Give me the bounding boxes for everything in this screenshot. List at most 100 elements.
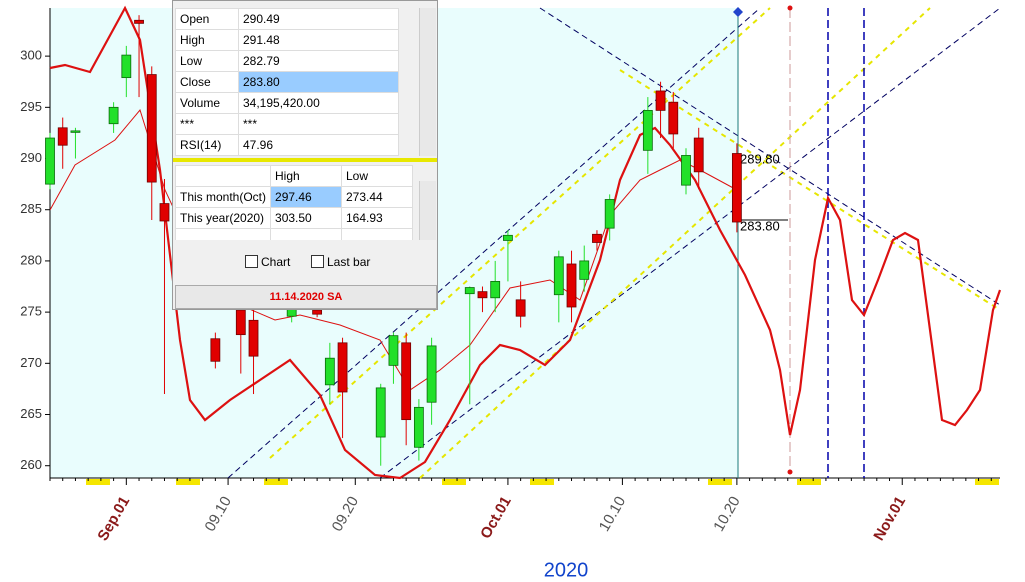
- y-tick-label: 290: [20, 150, 42, 165]
- y-tick-label: 300: [20, 48, 42, 63]
- candle-body: [337, 342, 348, 393]
- candle-body: [45, 137, 55, 185]
- plot-bg-future: [738, 8, 1000, 478]
- cell: ***: [238, 113, 399, 135]
- values-table: Open 290.49 High 291.48 Low 282.79 Close 283.80…: [175, 8, 419, 156]
- candle-body: [490, 280, 501, 299]
- header-cell: High: [270, 165, 342, 187]
- candle-body: [668, 101, 679, 135]
- candle-body: [70, 130, 81, 133]
- row: Low 282.79: [175, 50, 399, 72]
- data-window: Open 290.49 High 291.48 Low 282.79 Close 283.80…: [172, 0, 438, 310]
- annotation: 289.80: [740, 151, 780, 166]
- scrollbar[interactable]: [419, 8, 436, 156]
- date-label: 11.14.2020 SA: [175, 285, 437, 309]
- y-tick-label: 265: [20, 406, 42, 421]
- scrollbar[interactable]: [419, 181, 436, 240]
- candle-body: [57, 127, 68, 146]
- candle-body: [235, 309, 246, 336]
- cell: 297.46: [270, 186, 342, 208]
- x-tick-label: Sep.01: [94, 493, 133, 543]
- x-tick-label: 10.10: [596, 493, 629, 534]
- cell: [175, 165, 272, 187]
- candle-body: [108, 106, 119, 125]
- candle-body: [515, 299, 526, 317]
- marker: [787, 5, 793, 11]
- y-tick-label: 295: [20, 99, 42, 114]
- candle-body: [388, 335, 399, 366]
- candle-body: [464, 287, 475, 295]
- row: [175, 228, 413, 240]
- cell: 303.50: [270, 207, 342, 229]
- trend-lines: [227, 7, 1001, 479]
- row: This month(Oct) 297.46 273.44: [175, 186, 413, 208]
- y-tick-label: 285: [20, 201, 42, 216]
- y-tick-label: 270: [20, 355, 42, 370]
- cell: 290.49: [238, 8, 399, 30]
- y-tick-label: 275: [20, 304, 42, 319]
- x-tick-label: Oct.01: [477, 493, 515, 541]
- candle-body: [426, 345, 437, 403]
- candle-body: [210, 338, 221, 362]
- header-cell: Low: [341, 165, 413, 187]
- candle-body: [477, 291, 488, 299]
- candle-body: [159, 203, 170, 222]
- cell: 34,195,420.00: [238, 92, 399, 114]
- cell: 291.48: [238, 29, 399, 51]
- candle-body: [553, 256, 564, 296]
- cell: This year(2020): [175, 207, 272, 229]
- candle-body: [592, 233, 602, 243]
- cell: [341, 228, 413, 240]
- weekend-markers: [86, 479, 999, 485]
- x-tick-label: 10.20: [710, 493, 743, 534]
- row: High 291.48: [175, 29, 399, 51]
- candle-body: [579, 260, 590, 280]
- candle-body: [375, 387, 386, 438]
- candle-body: [401, 342, 412, 421]
- candle-body: [655, 90, 666, 111]
- cell: 47.96: [238, 134, 399, 156]
- marker: [787, 469, 793, 475]
- cell: Low: [175, 50, 239, 72]
- cell: High: [175, 29, 239, 51]
- candle-body: [248, 319, 259, 357]
- cell: 164.93: [341, 207, 413, 229]
- x-tick-label: 09.10: [201, 493, 234, 534]
- y-tick-label: 260: [20, 457, 42, 472]
- candle-body: [731, 153, 742, 223]
- candle-body: [134, 19, 144, 24]
- row: *** ***: [175, 113, 399, 135]
- candle-body: [413, 406, 424, 448]
- candle-body: [146, 74, 157, 183]
- cell: Volume: [175, 92, 239, 114]
- cell: 282.79: [238, 50, 399, 72]
- header-row: High Low: [175, 165, 413, 187]
- cell: This month(Oct): [175, 186, 272, 208]
- cell: 273.44: [341, 186, 413, 208]
- checkbox[interactable]: Last bar: [311, 255, 370, 269]
- checkbox-label: Last bar: [327, 255, 371, 269]
- candle-body: [604, 199, 615, 229]
- annotation: 283.80: [740, 218, 780, 233]
- candle-body: [642, 109, 653, 151]
- candle-body: [312, 309, 323, 315]
- cell: ***: [175, 113, 239, 135]
- candle-body: [121, 54, 132, 79]
- cell: RSI(14): [175, 134, 239, 156]
- cell: Open: [175, 8, 239, 30]
- row: Volume 34,195,420.00: [175, 92, 399, 114]
- cell: [270, 228, 342, 240]
- row: Close 283.80: [175, 71, 399, 93]
- candle-body: [693, 137, 704, 173]
- checkbox[interactable]: Chart: [245, 255, 290, 269]
- row: RSI(14) 47.96: [175, 134, 399, 156]
- range-table: High Low This month(Oct) 297.46 273.44 This y…: [175, 165, 419, 240]
- candle-body: [503, 234, 513, 241]
- y-tick-label: 280: [20, 252, 42, 267]
- cell: [175, 228, 272, 240]
- marker: [733, 7, 743, 17]
- candle-body: [324, 357, 335, 386]
- cell: 283.80: [238, 71, 399, 93]
